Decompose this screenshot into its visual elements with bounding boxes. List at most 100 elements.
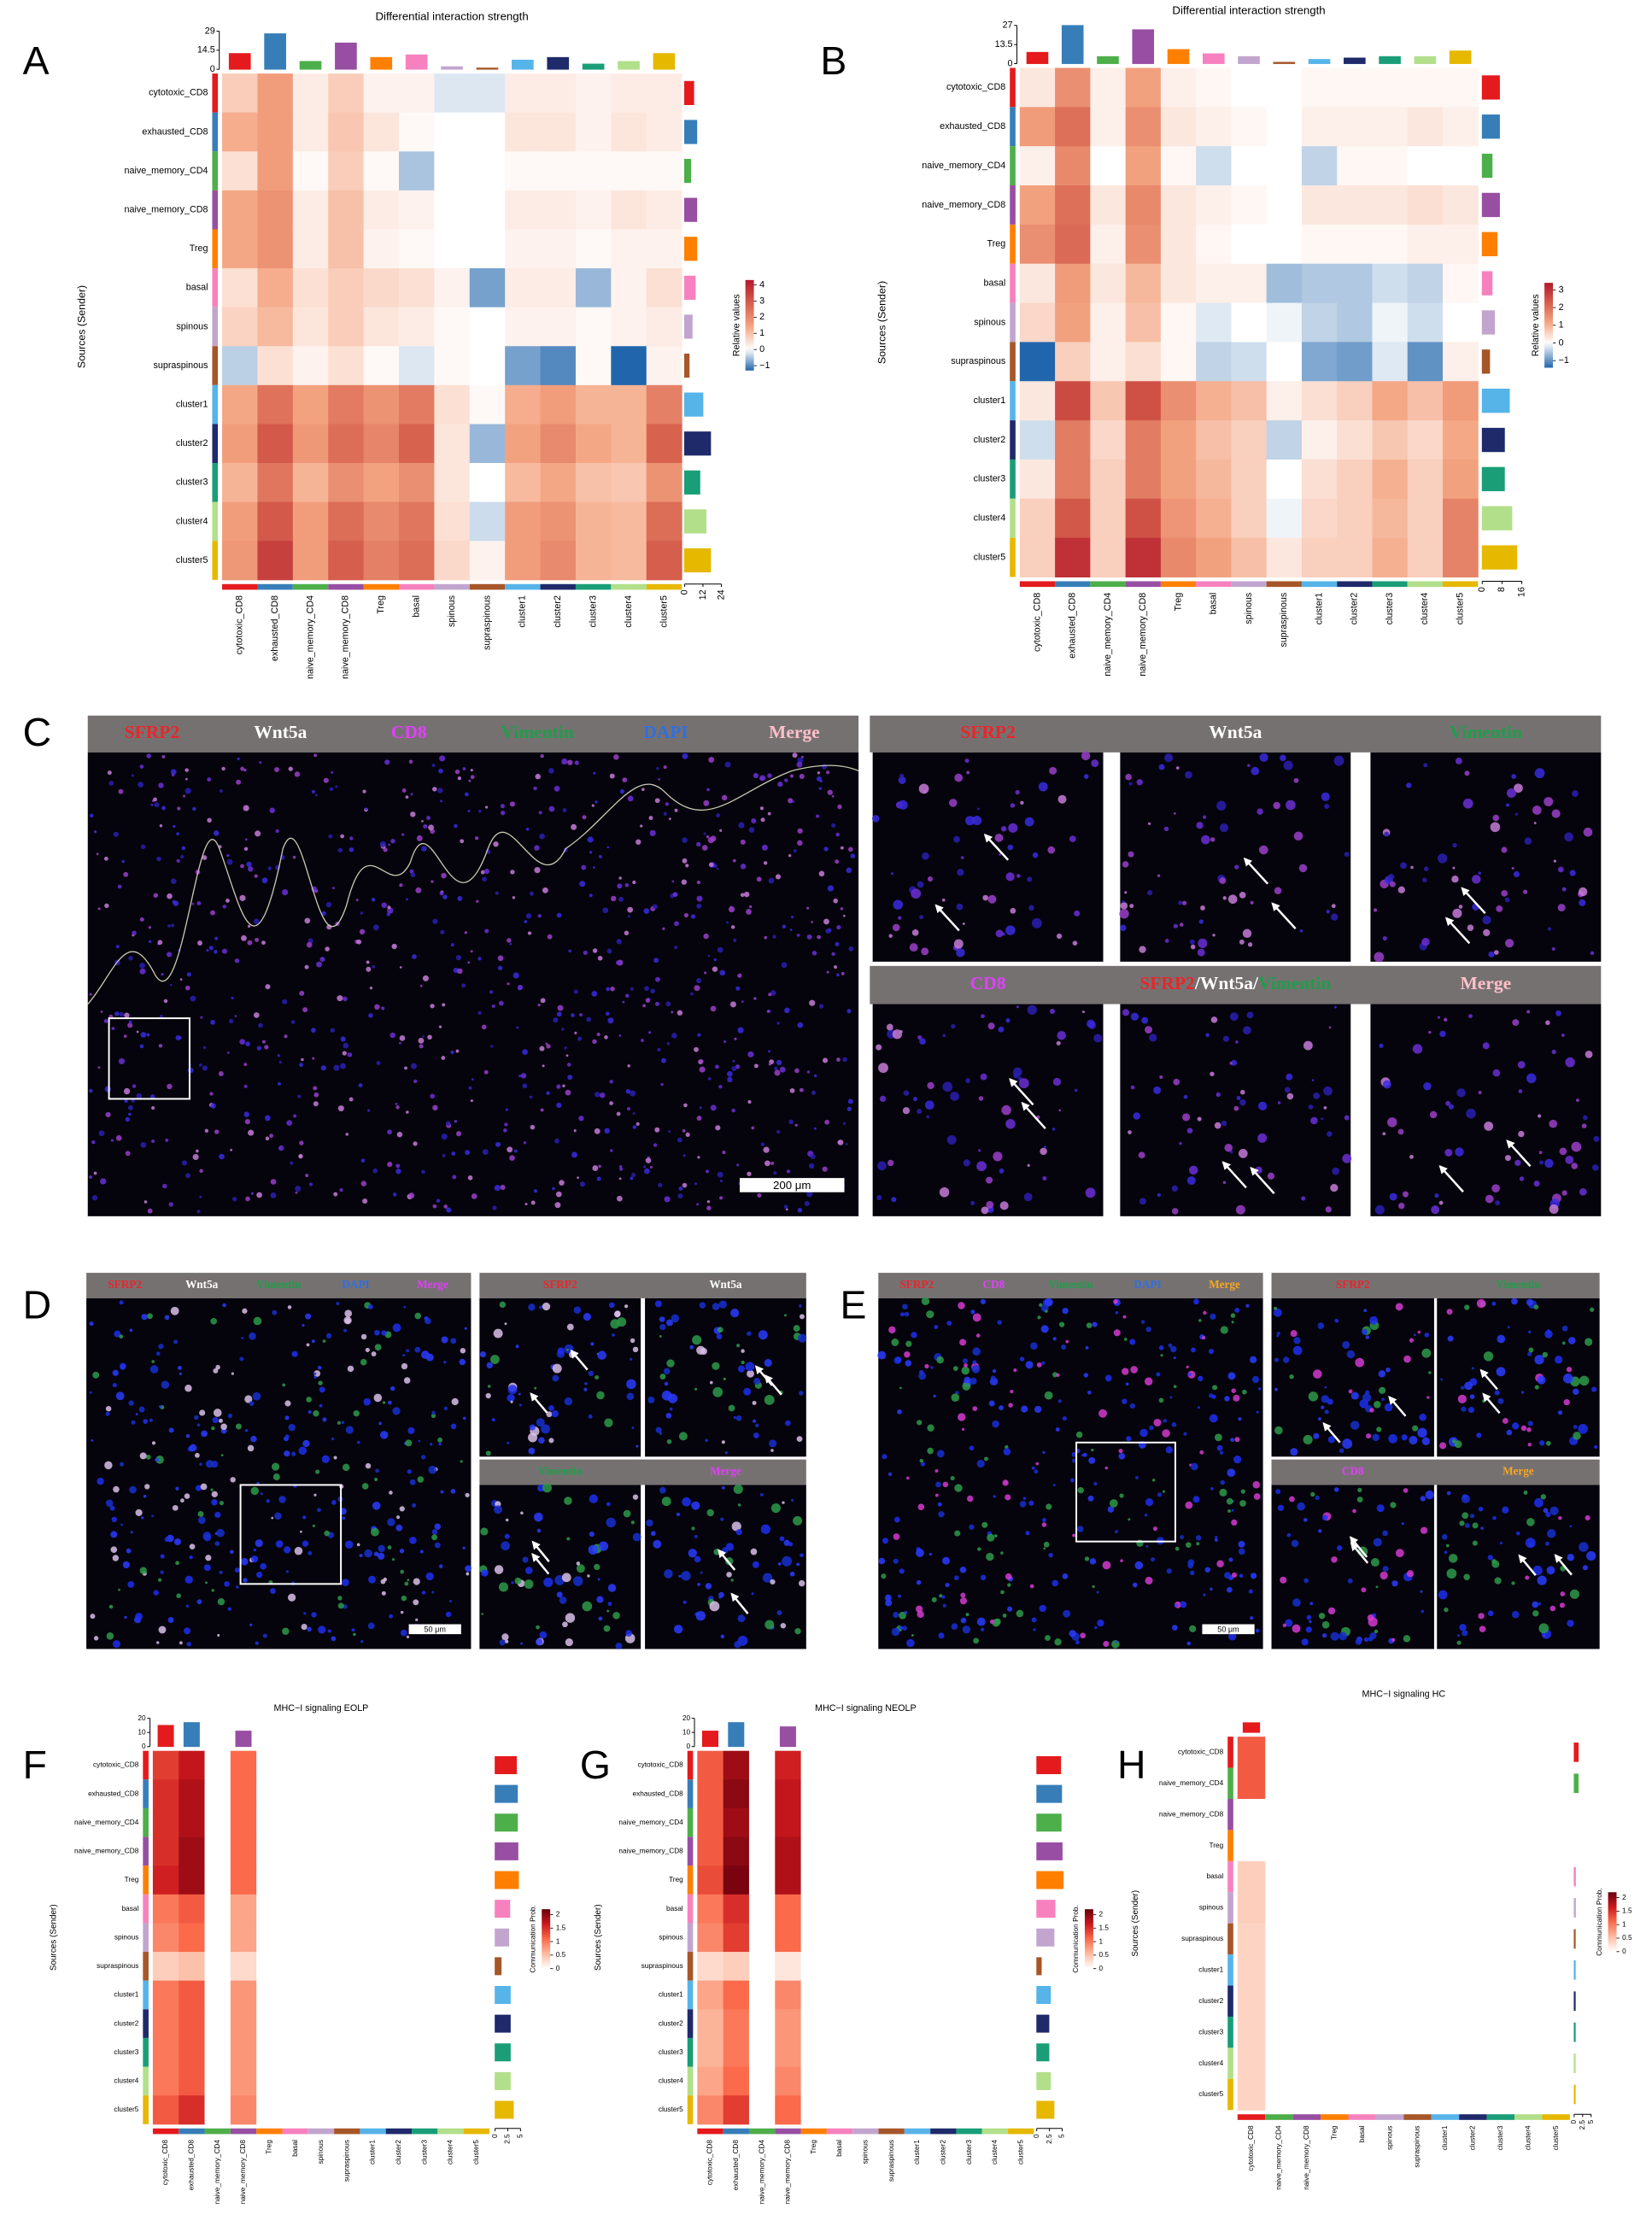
- cell-nucleus: [226, 858, 233, 865]
- heatmap-cell: [1372, 537, 1409, 578]
- cell-nucleus: [149, 1418, 153, 1422]
- cell-nucleus: [387, 1545, 392, 1549]
- cell-nucleus: [185, 768, 189, 772]
- cell-nucleus: [514, 1577, 522, 1585]
- cell-nucleus: [813, 1127, 817, 1130]
- cell-nucleus: [754, 1423, 759, 1428]
- cell-nucleus: [799, 1391, 804, 1396]
- cell-nucleus: [589, 851, 593, 854]
- cell-nucleus: [606, 948, 612, 954]
- cell-nucleus: [1457, 1394, 1467, 1404]
- side-bar: [684, 353, 690, 378]
- side-bar: [1573, 1991, 1576, 2012]
- cell-nucleus: [347, 1365, 354, 1373]
- cell-nucleus: [368, 1575, 376, 1584]
- cell-nucleus: [576, 1561, 581, 1566]
- cell-nucleus: [1286, 1532, 1292, 1538]
- cell-nucleus: [1040, 1325, 1049, 1333]
- cell-nucleus: [717, 1171, 723, 1178]
- cell-nucleus: [751, 817, 757, 823]
- heatmap-cell: [222, 307, 258, 347]
- cell-nucleus: [1089, 1558, 1097, 1565]
- cell-nucleus: [230, 1477, 236, 1483]
- row-color-strip: [1227, 1830, 1233, 1861]
- heatmap-cell: [826, 1866, 853, 1895]
- cell-nucleus: [136, 1030, 139, 1034]
- cell-nucleus: [1052, 1337, 1057, 1341]
- column-label: supraspinous: [482, 595, 492, 650]
- heatmap-cell: [152, 1836, 179, 1866]
- cell-nucleus: [1385, 1367, 1391, 1373]
- cell-nucleus: [1298, 864, 1308, 873]
- cell-nucleus: [509, 942, 513, 946]
- cell-nucleus: [1267, 1172, 1275, 1180]
- heatmap-cell: [1090, 146, 1127, 186]
- cell-nucleus: [1506, 803, 1510, 807]
- heatmap-cell: [360, 1952, 387, 1982]
- cell-nucleus: [421, 1169, 425, 1175]
- cell-nucleus: [206, 949, 209, 952]
- cell-nucleus: [677, 1010, 683, 1016]
- cell-nucleus: [1054, 1638, 1062, 1646]
- cell-nucleus: [538, 1437, 545, 1444]
- heatmap-cell: [1125, 263, 1162, 304]
- cell-nucleus: [716, 1333, 723, 1340]
- cell-nucleus: [250, 1555, 259, 1563]
- micrograph-image: [1120, 752, 1351, 962]
- heatmap-cell: [360, 2095, 387, 2125]
- cell-nucleus: [398, 1041, 401, 1045]
- cell-nucleus: [419, 1044, 424, 1049]
- cell-nucleus: [718, 1300, 727, 1309]
- cell-nucleus: [243, 1084, 248, 1088]
- cell-nucleus: [1151, 1557, 1155, 1562]
- cell-nucleus: [1327, 1436, 1335, 1444]
- cell-nucleus: [683, 1103, 688, 1108]
- cell-nucleus: [764, 1620, 775, 1630]
- side-bar: [684, 548, 712, 573]
- cell-nucleus: [313, 1086, 318, 1091]
- cell-nucleus: [588, 1370, 595, 1377]
- cell-nucleus: [632, 1125, 637, 1129]
- cell-nucleus: [566, 1063, 571, 1067]
- cell-nucleus: [615, 1643, 623, 1649]
- side-bar: [1573, 1773, 1579, 1794]
- cell-nucleus: [1174, 811, 1176, 815]
- cell-nucleus: [153, 893, 159, 899]
- cell-nucleus: [325, 1333, 332, 1339]
- heatmap-cell: [360, 2066, 387, 2096]
- heatmap-cell: [1486, 1830, 1515, 1862]
- row-color-strip: [143, 1807, 149, 1837]
- cell-nucleus: [103, 856, 108, 861]
- cell-nucleus: [1174, 1603, 1178, 1608]
- cell-nucleus: [1057, 794, 1067, 804]
- heatmap-cell: [257, 541, 294, 581]
- cell-nucleus: [728, 1404, 735, 1412]
- cell-nucleus: [434, 1523, 442, 1530]
- cell-nucleus: [658, 1182, 663, 1188]
- column-label: cluster5: [1552, 2125, 1560, 2150]
- arrow: [730, 1592, 749, 1614]
- cell-nucleus: [567, 1075, 573, 1081]
- cell-nucleus: [583, 950, 588, 955]
- column-label: spinous: [862, 2140, 870, 2164]
- cell-nucleus: [1045, 1309, 1048, 1313]
- cell-nucleus: [1438, 1590, 1448, 1600]
- heatmap-cell: [1337, 107, 1373, 147]
- cell-nucleus: [130, 1531, 133, 1534]
- label-header: [870, 965, 1602, 1005]
- cell-nucleus: [1514, 812, 1518, 816]
- cell-nucleus: [227, 1607, 231, 1611]
- heatmap-cell: [1442, 498, 1479, 539]
- heatmap-cell: [282, 2095, 309, 2125]
- heatmap-cell: [748, 1836, 776, 1866]
- column-label: cluster4: [447, 2140, 454, 2164]
- channel-label-part: Vimentin: [1258, 973, 1331, 993]
- cell-nucleus: [367, 1622, 375, 1630]
- cell-nucleus: [737, 973, 742, 978]
- cell-nucleus: [167, 1617, 174, 1623]
- heatmap-cell: [1008, 1836, 1034, 1866]
- colorbar: [745, 279, 754, 371]
- cell-nucleus: [1203, 815, 1207, 819]
- cell-nucleus: [495, 1141, 501, 1147]
- cell-nucleus: [1400, 862, 1407, 870]
